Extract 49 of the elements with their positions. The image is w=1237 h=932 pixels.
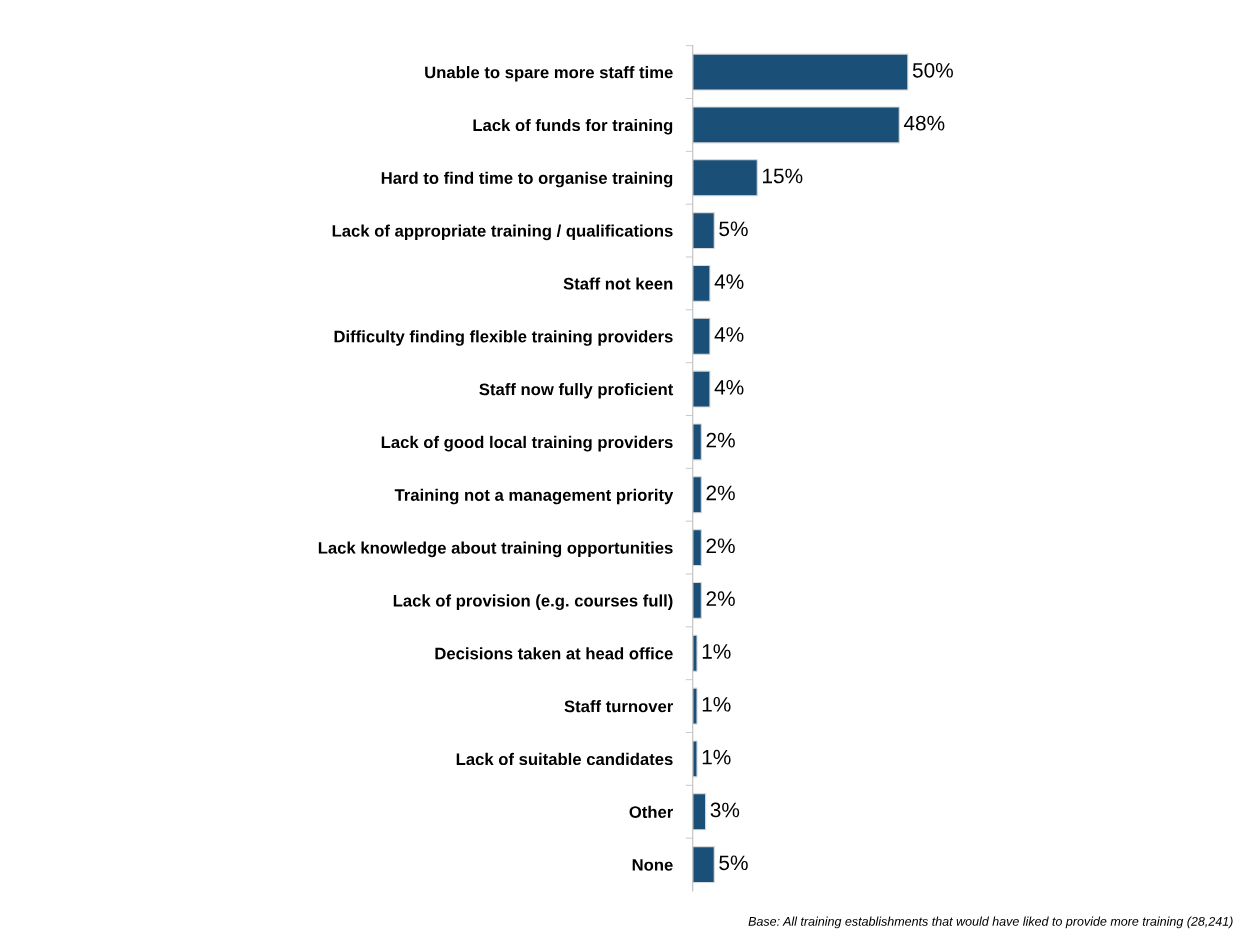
data-label: 1%: [702, 749, 731, 765]
data-label: 2%: [706, 485, 735, 501]
y-tick-label: None: [632, 859, 673, 871]
y-tick-label: Lack of suitable candidates: [456, 752, 673, 766]
data-label: 1%: [702, 697, 731, 712]
bar: [692, 317, 711, 355]
bar: [692, 634, 698, 672]
bar: [692, 53, 909, 91]
y-tick-label: Difficulty finding flexible training providers: [334, 330, 673, 346]
bar: [692, 846, 715, 884]
data-label: 5%: [719, 221, 748, 237]
data-label: 15%: [763, 168, 803, 184]
bar: [692, 581, 702, 619]
bar: [692, 106, 900, 144]
y-tick-label: Training not a management priority: [394, 488, 674, 505]
y-tick-label: Lack of appropriate training / qualifications: [332, 224, 673, 241]
y-tick-label: Unable to spare more staff time: [425, 66, 673, 82]
y-tick-label: Lack of good local training providers: [381, 435, 673, 452]
bar: [692, 264, 711, 302]
bar: [692, 687, 698, 725]
bar: [692, 370, 711, 408]
data-label: 4%: [714, 327, 744, 342]
y-tick-label: Staff not keen: [563, 277, 673, 290]
bar: [692, 529, 702, 567]
data-label: 4%: [714, 380, 744, 395]
data-label: 2%: [706, 591, 735, 606]
data-label: 48%: [903, 115, 945, 131]
y-tick-label: Lack of provision (e.g. courses full): [393, 594, 673, 610]
data-label: 2%: [706, 432, 735, 448]
bar: [692, 740, 698, 778]
data-label: 4%: [714, 274, 744, 289]
y-tick-label: Staff turnover: [564, 700, 674, 713]
data-label: 50%: [912, 62, 953, 78]
bar: [692, 793, 707, 831]
data-label: 2%: [706, 538, 735, 554]
data-label: 3%: [710, 802, 740, 818]
y-tick-label: Lack knowledge about training opportunities: [318, 541, 673, 558]
data-label: 5%: [719, 855, 748, 871]
data-label: 1%: [702, 644, 731, 659]
y-tick-label: Other: [629, 805, 674, 818]
y-tick-label: Decisions taken at head office: [435, 647, 673, 660]
y-tick-label: Lack of funds for training: [473, 118, 673, 135]
bar: [692, 212, 715, 250]
bar: [692, 423, 702, 461]
bar: [692, 159, 758, 197]
text: Base: All training establishments that would have liked to provide more training (28,241): [748, 916, 1233, 929]
y-tick-label: Staff now fully proficient: [479, 383, 674, 399]
y-tick-label: Hard to find time to organise training: [381, 171, 673, 188]
bar: [692, 476, 702, 514]
